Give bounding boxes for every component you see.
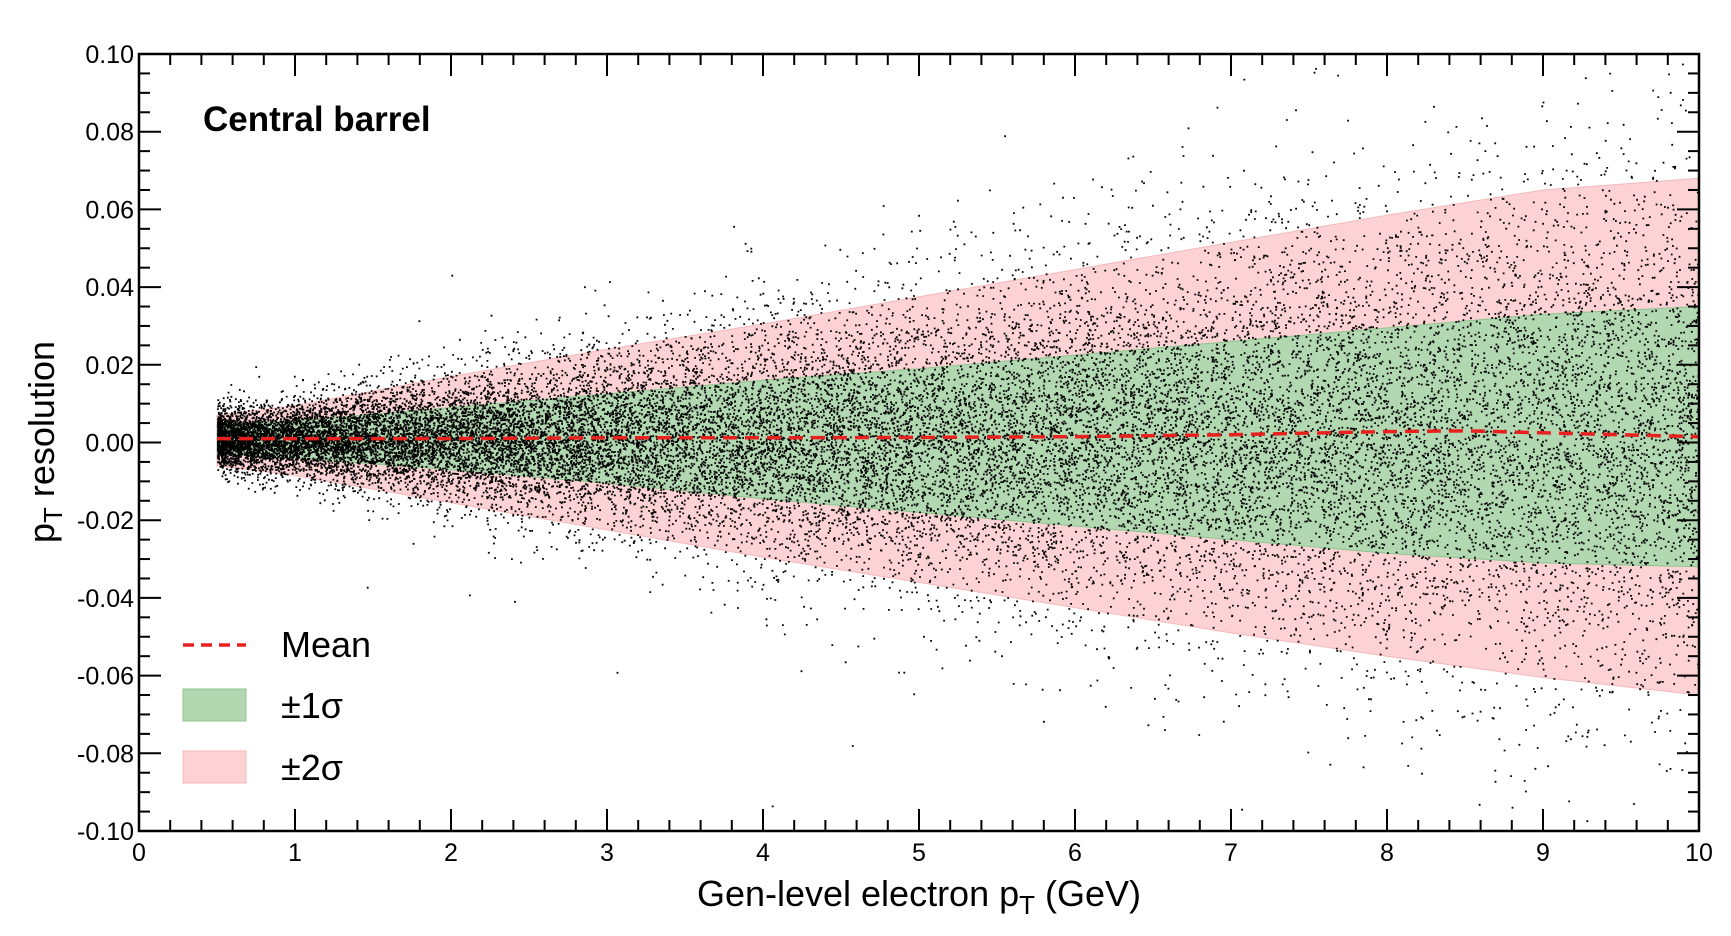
y-axis-label: pT resolution [21,341,68,543]
legend: Mean ±1σ ±2σ [182,624,371,788]
x-tick-label: 6 [1068,839,1082,867]
y-axis-label-main: p [21,523,62,543]
legend-mean-label: Mean [281,624,371,665]
y-tick-label: 0.02 [85,352,134,380]
mean-line [217,429,1699,441]
x-tick-label: 9 [1536,839,1550,867]
y-tick-label: -0.02 [77,507,134,535]
x-tick-label: 3 [600,839,614,867]
axis-ticks [138,53,1700,832]
x-axis-tick-labels: 0 1 2 3 4 5 6 7 8 9 10 [132,839,1713,867]
x-tick-label: 5 [912,839,926,867]
y-tick-label: 0.00 [85,430,134,458]
scatter-points [217,63,1699,823]
x-tick-label: 8 [1380,839,1394,867]
x-tick-label: 4 [756,839,770,867]
x-tick-label: 2 [444,839,458,867]
x-axis-label: Gen-level electron pT (GeV) [697,873,1141,920]
region-annotation: Central barrel [203,100,431,139]
y-tick-label: 0.06 [85,196,134,224]
y-tick-label: -0.08 [77,740,134,768]
legend-1sigma-label: ±1σ [281,685,343,726]
legend-2sigma-swatch [182,750,247,784]
y-tick-label: 0.04 [85,274,134,302]
x-tick-label: 7 [1224,839,1238,867]
x-tick-label: 1 [288,839,302,867]
x-axis-label-sub: T [1019,890,1035,920]
legend-1sigma-swatch [182,688,247,722]
y-axis-tick-labels: -0.10 -0.08 -0.06 -0.04 -0.02 0.00 0.02 0.04 0.0… [77,41,134,846]
y-tick-label: -0.04 [77,585,134,613]
y-tick-label: -0.10 [77,818,134,846]
x-tick-label: 0 [132,839,146,867]
y-tick-label: 0.10 [85,41,134,69]
y-axis-label-sub: T [38,507,68,523]
y-tick-label: -0.06 [77,663,134,691]
x-axis-label-main: Gen-level electron p [697,873,1019,914]
y-axis-label-suffix: resolution [21,341,62,507]
plot-area [216,63,1699,823]
x-axis-label-suffix: (GeV) [1035,873,1141,914]
x-tick-label: 10 [1685,839,1713,867]
y-tick-label: 0.08 [85,119,134,147]
legend-2sigma-label: ±2σ [281,747,343,788]
